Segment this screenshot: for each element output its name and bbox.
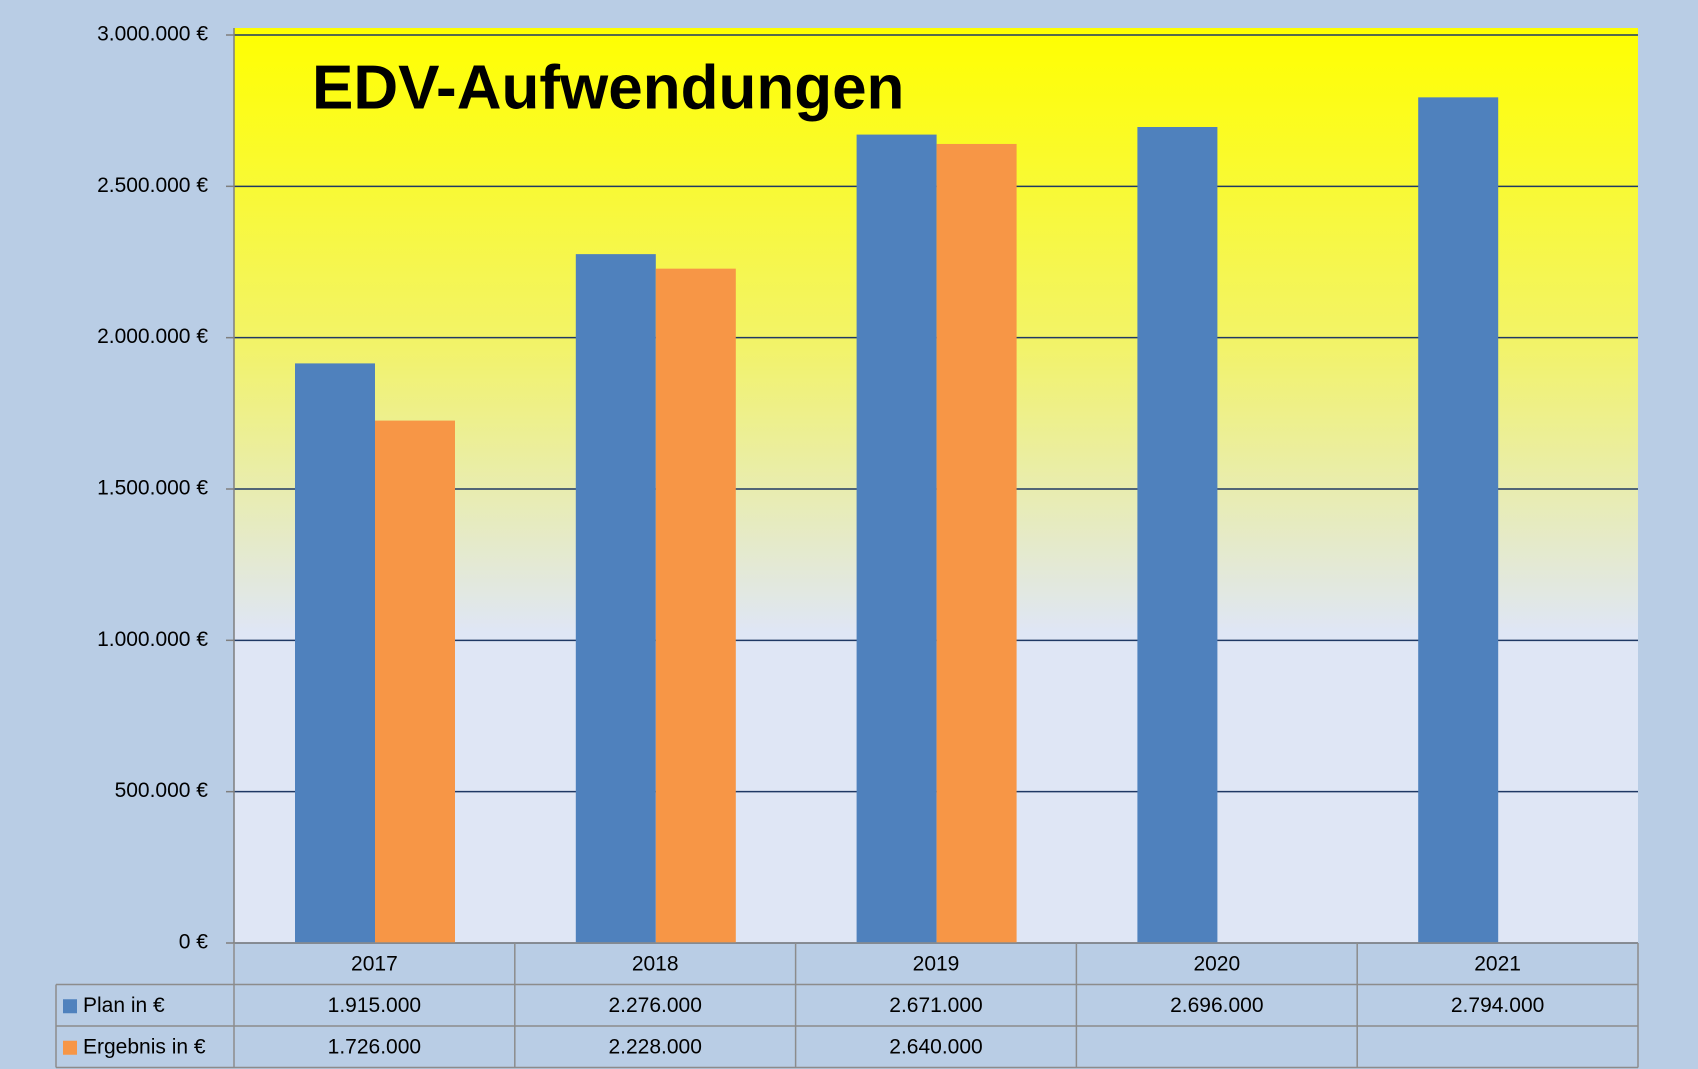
table-value: 1.915.000	[328, 994, 421, 1017]
legend-swatch	[63, 999, 77, 1014]
y-tick-label: 1.000.000 €	[97, 628, 208, 651]
bar	[936, 143, 1017, 943]
table-value: 2.276.000	[608, 994, 701, 1017]
legend-label: Plan in €	[83, 994, 165, 1017]
bar	[575, 254, 656, 943]
table-value: 2.228.000	[608, 1035, 701, 1058]
table-value: 2.794.000	[1451, 994, 1544, 1017]
table-value: 2.640.000	[889, 1035, 982, 1058]
bar	[1418, 97, 1499, 943]
x-tick-label: 2018	[632, 952, 679, 975]
x-tick-label: 2019	[913, 952, 960, 975]
table-value: 1.726.000	[328, 1035, 421, 1058]
y-tick-label: 1.500.000 €	[97, 477, 208, 500]
bar	[856, 134, 937, 943]
y-tick-label: 500.000 €	[115, 779, 209, 802]
legend-label: Ergebnis in €	[83, 1035, 206, 1058]
x-tick-label: 2021	[1474, 952, 1521, 975]
bar	[655, 268, 736, 943]
x-tick-label: 2020	[1193, 952, 1240, 975]
bar	[1137, 127, 1218, 943]
legend-swatch	[63, 1040, 77, 1055]
table-value: 2.671.000	[889, 994, 982, 1017]
y-tick-label: 0 €	[179, 931, 209, 954]
y-tick-label: 2.500.000 €	[97, 174, 208, 197]
table-value: 2.696.000	[1170, 994, 1263, 1017]
bar	[375, 420, 455, 944]
y-tick-label: 3.000.000 €	[97, 23, 208, 46]
bar	[295, 363, 375, 944]
x-tick-label: 2017	[351, 952, 398, 975]
y-tick-label: 2.000.000 €	[97, 325, 208, 348]
chart-title: EDV-Aufwendungen	[312, 53, 904, 122]
